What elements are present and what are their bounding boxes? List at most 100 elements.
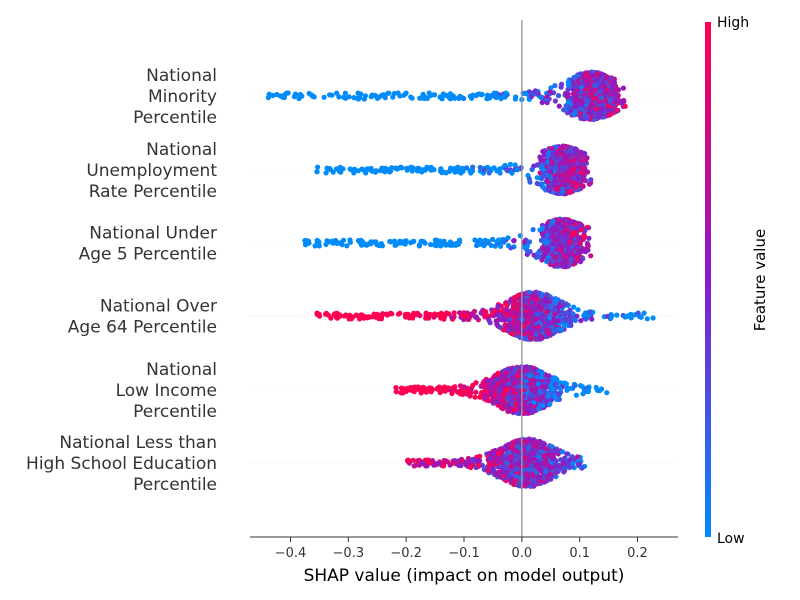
shap-point (397, 240, 403, 246)
shap-point (584, 115, 590, 121)
shap-point (413, 312, 419, 318)
shap-point (585, 241, 591, 247)
shap-point (578, 102, 585, 108)
shap-point (576, 222, 583, 228)
shap-point (387, 238, 393, 245)
shap-point (296, 95, 302, 102)
shap-point (501, 239, 507, 245)
shap-point (439, 96, 445, 102)
shap-point (589, 316, 595, 322)
shap-point (583, 102, 589, 108)
shap-point (574, 313, 580, 319)
shap-point (374, 95, 380, 101)
shap-point (539, 294, 545, 300)
shap-point (424, 164, 430, 170)
shap-point (314, 312, 321, 318)
shap-point (514, 167, 521, 173)
shap-point (571, 253, 577, 259)
shap-point (347, 239, 353, 245)
shap-point (427, 311, 433, 317)
shap-point (559, 159, 565, 165)
shap-point (363, 314, 369, 320)
shap-point (551, 318, 557, 324)
shap-point (532, 88, 538, 94)
shap-point (505, 243, 512, 249)
shap-point (550, 241, 557, 247)
shap-point (543, 305, 549, 311)
shap-point (577, 178, 583, 184)
shap-point (494, 321, 500, 327)
shap-point (545, 150, 552, 156)
shap-point (379, 92, 385, 98)
shap-point (490, 236, 496, 242)
shap-point (291, 94, 297, 100)
shap-point (529, 310, 535, 316)
shap-point (334, 90, 340, 96)
shap-point (416, 243, 422, 249)
shap-point (391, 238, 398, 244)
shap-point (606, 108, 612, 114)
shap-point (387, 169, 393, 175)
shap-point (316, 238, 322, 245)
shap-point (447, 91, 453, 97)
shap-point (549, 159, 555, 165)
shap-point (570, 91, 577, 97)
shap-point (585, 94, 591, 101)
shap-point (494, 239, 500, 245)
shap-point (520, 291, 526, 297)
shap-point (533, 331, 539, 337)
shap-point (552, 98, 559, 104)
shap-point (596, 73, 602, 79)
shap-point (588, 253, 594, 259)
shap-point (330, 169, 336, 175)
shap-point (556, 221, 562, 227)
shap-point (441, 313, 447, 320)
shap-point (559, 167, 565, 173)
shap-point (583, 316, 589, 322)
shap-point (525, 319, 531, 326)
shap-point (608, 86, 614, 92)
shap-point (555, 187, 561, 193)
shap-point (544, 327, 550, 333)
shap-point (504, 168, 511, 174)
shap-point (562, 316, 568, 322)
shap-point (528, 335, 534, 342)
shap-point (453, 165, 459, 171)
shap-point (461, 310, 467, 316)
shap-point (373, 168, 379, 174)
shap-point (621, 98, 627, 105)
shap-point (583, 71, 589, 77)
shap-point (337, 313, 343, 319)
shap-point (432, 241, 438, 247)
shap-point (355, 313, 361, 319)
shap-point (572, 99, 578, 105)
shap-point (560, 188, 566, 195)
shap-point (552, 307, 558, 313)
shap-point (578, 182, 584, 188)
shap-point (283, 90, 289, 96)
shap-point (419, 167, 425, 173)
shap-point (547, 173, 553, 180)
shap-point (481, 167, 487, 173)
shap-point (392, 242, 398, 248)
shap-point (453, 242, 459, 248)
shap-point (379, 243, 385, 249)
shap-point (570, 158, 576, 164)
shap-point (556, 103, 562, 109)
shap-point (522, 91, 528, 97)
shap-point (531, 292, 538, 298)
shap-point (578, 318, 584, 324)
shap-point (548, 85, 554, 91)
shap-point (580, 248, 586, 254)
shap-point (561, 322, 568, 328)
shap-point (509, 170, 515, 176)
shap-point (315, 164, 321, 170)
shap-point (612, 91, 618, 97)
shap-point (359, 238, 365, 244)
shap-point (371, 312, 377, 318)
shap-point (488, 242, 494, 248)
shap-point (490, 310, 496, 316)
shap-point (560, 229, 566, 235)
shap-point (552, 254, 558, 260)
